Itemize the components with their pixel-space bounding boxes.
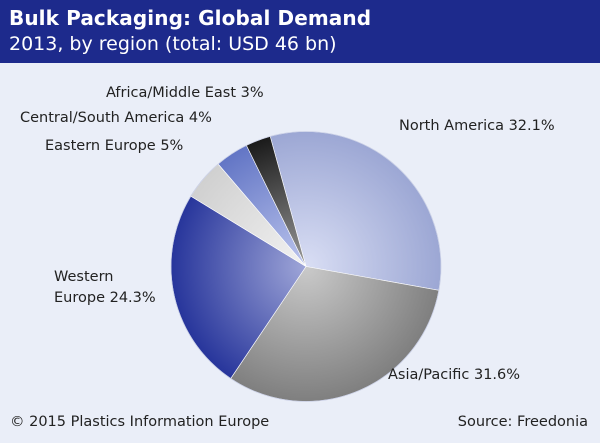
pie-outline: [170, 131, 442, 402]
pie-label-asia-pacific: Asia/Pacific 31.6%: [388, 367, 520, 383]
pie-label-north-america: North America 32.1%: [399, 118, 555, 134]
chart-title: Bulk Packaging: Global Demand: [9, 6, 372, 30]
chart-header: Bulk Packaging: Global Demand 2013, by r…: [0, 0, 600, 63]
source-note: Source: Freedonia: [457, 414, 588, 430]
pie-label-eastern-europe: Eastern Europe 5%: [45, 138, 183, 154]
chart-subtitle: 2013, by region (total: USD 46 bn): [9, 33, 337, 55]
pie-label-africa-middle-east: Africa/Middle East 3%: [106, 85, 264, 101]
pie-label-central-south-america: Central/South America 4%: [20, 110, 212, 126]
copyright-note: © 2015 Plastics Information Europe: [10, 414, 270, 430]
pie-label-western-europe: Western Europe 24.3%: [54, 269, 156, 306]
pie-chart: North America 32.1% Asia/Pacific 31.6% Wes…: [20, 85, 555, 402]
